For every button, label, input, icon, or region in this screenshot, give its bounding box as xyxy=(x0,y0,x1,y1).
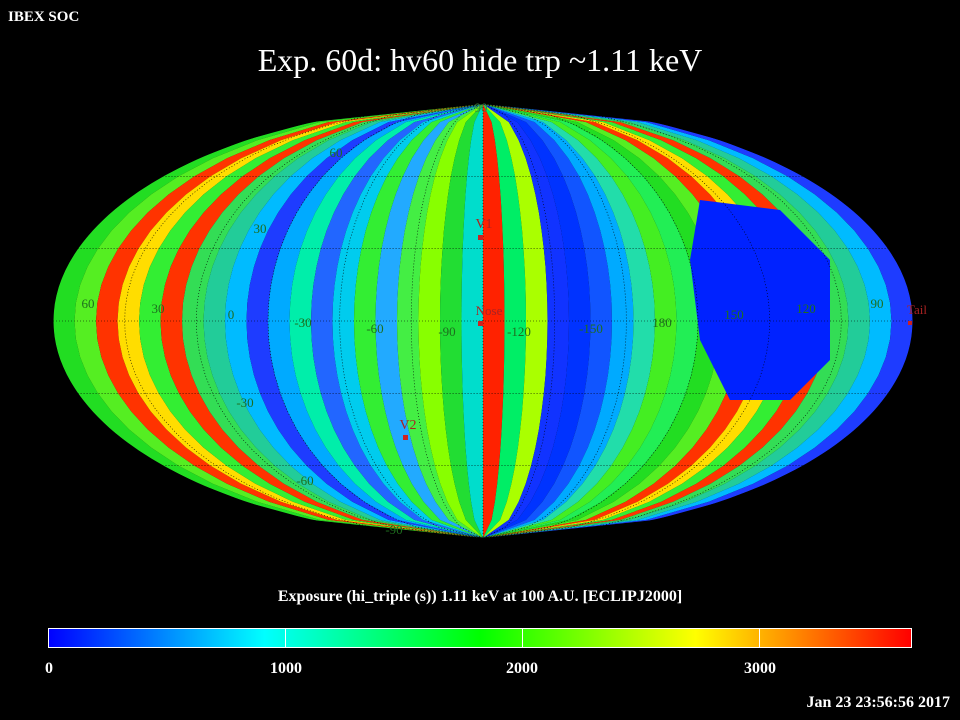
colorbar-value-0: 0 xyxy=(45,660,53,677)
meridian-line xyxy=(267,103,484,539)
marker-v1: V1 xyxy=(475,217,493,240)
lat-label-60: 60 xyxy=(330,145,343,160)
colorbar-tick xyxy=(285,629,286,647)
meridian-line xyxy=(482,103,627,539)
tail-label: Tail xyxy=(907,302,927,317)
exposure-strip xyxy=(397,104,483,538)
colorbar-label: Exposure (hi_triple (s)) 1.11 keV at 100… xyxy=(277,588,683,605)
nose-label: Nose xyxy=(476,303,503,318)
meridian-line xyxy=(482,103,842,539)
tail-dot xyxy=(908,321,912,325)
lon-label-0: 0 xyxy=(228,307,235,322)
marker-v2: V2 xyxy=(399,418,417,440)
meridian-line xyxy=(482,103,556,539)
lon-label-neg120: -120 xyxy=(507,324,531,339)
meridian-line xyxy=(195,103,484,539)
lat-label-30: 30 xyxy=(254,221,267,236)
v2-dot xyxy=(403,435,408,440)
low-exposure-region xyxy=(690,200,830,400)
exposure-strip xyxy=(418,104,483,538)
exposure-strip xyxy=(375,104,483,538)
lon-label-neg60: -60 xyxy=(366,321,383,336)
meridian-line xyxy=(482,103,699,539)
v2-label: V2 xyxy=(399,418,416,433)
exposure-strips xyxy=(53,104,913,538)
colorbar-value-1000: 1000 xyxy=(270,660,302,677)
lon-label-90: 90 xyxy=(871,296,884,311)
lon-label-60: 60 xyxy=(82,296,95,311)
marker-tail: Tail xyxy=(907,302,927,325)
lon-label-150: 150 xyxy=(724,307,744,322)
v1-label: V1 xyxy=(475,217,492,232)
exposure-strip xyxy=(483,104,526,538)
lon-label-180: 180 xyxy=(652,315,672,330)
timestamp: Jan 23 23:56:56 2017 xyxy=(806,694,950,711)
exposure-strip xyxy=(483,104,569,538)
exposure-strip xyxy=(483,104,612,538)
colorbar-tick xyxy=(759,629,760,647)
meridian-line xyxy=(410,103,484,539)
lat-label-90: 90 xyxy=(475,100,488,115)
colorbar-tick xyxy=(522,629,523,647)
v1-dot xyxy=(478,235,483,240)
lat-label-neg90: -90 xyxy=(385,522,402,537)
exposure-strip xyxy=(483,104,505,538)
lon-label-neg150: -150 xyxy=(579,321,603,336)
meridian-line xyxy=(482,103,771,539)
map-title: Exp. 60d: hv60 hide trp ~1.11 keV xyxy=(257,42,703,78)
meridian-line xyxy=(124,103,484,539)
colorbar-value-3000: 3000 xyxy=(744,660,776,677)
map-outline xyxy=(52,103,914,539)
graticule xyxy=(53,103,913,539)
exposure-strip xyxy=(483,104,591,538)
exposure-strip xyxy=(461,104,483,538)
nose-dot xyxy=(478,321,483,326)
marker-nose: Nose xyxy=(476,303,503,326)
lon-label-neg30: -30 xyxy=(294,315,311,330)
exposure-strip xyxy=(483,104,548,538)
exposure-strip xyxy=(354,104,483,538)
lon-label-120: 120 xyxy=(796,301,816,316)
lat-label-neg30: -30 xyxy=(236,395,253,410)
org-label: IBEX SOC xyxy=(8,9,80,25)
meridian-line xyxy=(339,103,484,539)
lon-label-neg90: -90 xyxy=(438,324,455,339)
exposure-strip xyxy=(332,104,483,538)
lon-label-30: 30 xyxy=(152,301,165,316)
colorbar xyxy=(48,628,912,648)
colorbar-value-2000: 2000 xyxy=(506,660,538,677)
lat-label-neg60: -60 xyxy=(296,473,313,488)
exposure-strip xyxy=(483,104,634,538)
